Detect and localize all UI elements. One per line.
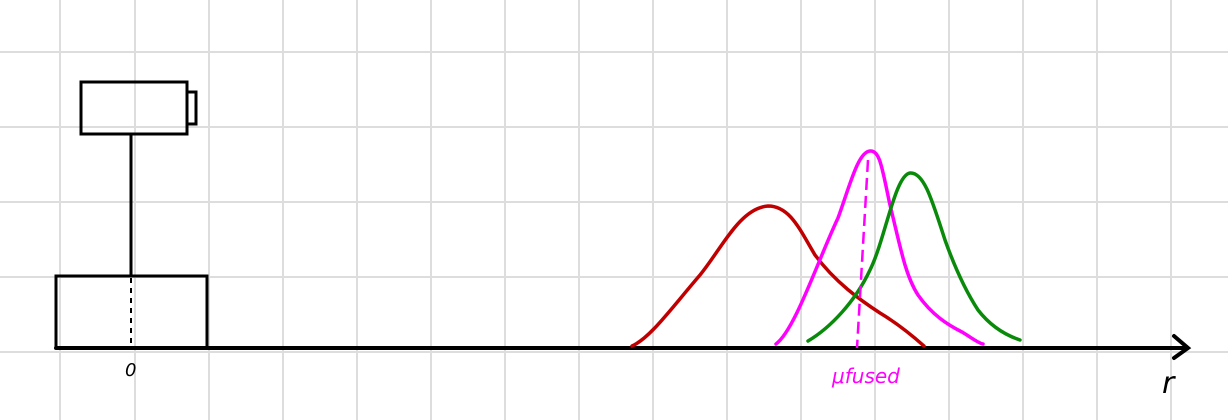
fused-mean-dashed-line [855,159,870,349]
green-distribution-curve [806,171,1022,343]
origin-label: 0 [125,360,137,381]
r-axis [54,334,1192,360]
axis-label-r: r [1162,366,1175,401]
fused-mean-label: μfused [832,364,900,388]
robot-figure [54,80,209,350]
magenta-distribution-curve [774,149,985,346]
sensor-lens [185,90,198,126]
axis-arrowhead [1172,334,1192,360]
red-distribution-curve [630,204,926,348]
